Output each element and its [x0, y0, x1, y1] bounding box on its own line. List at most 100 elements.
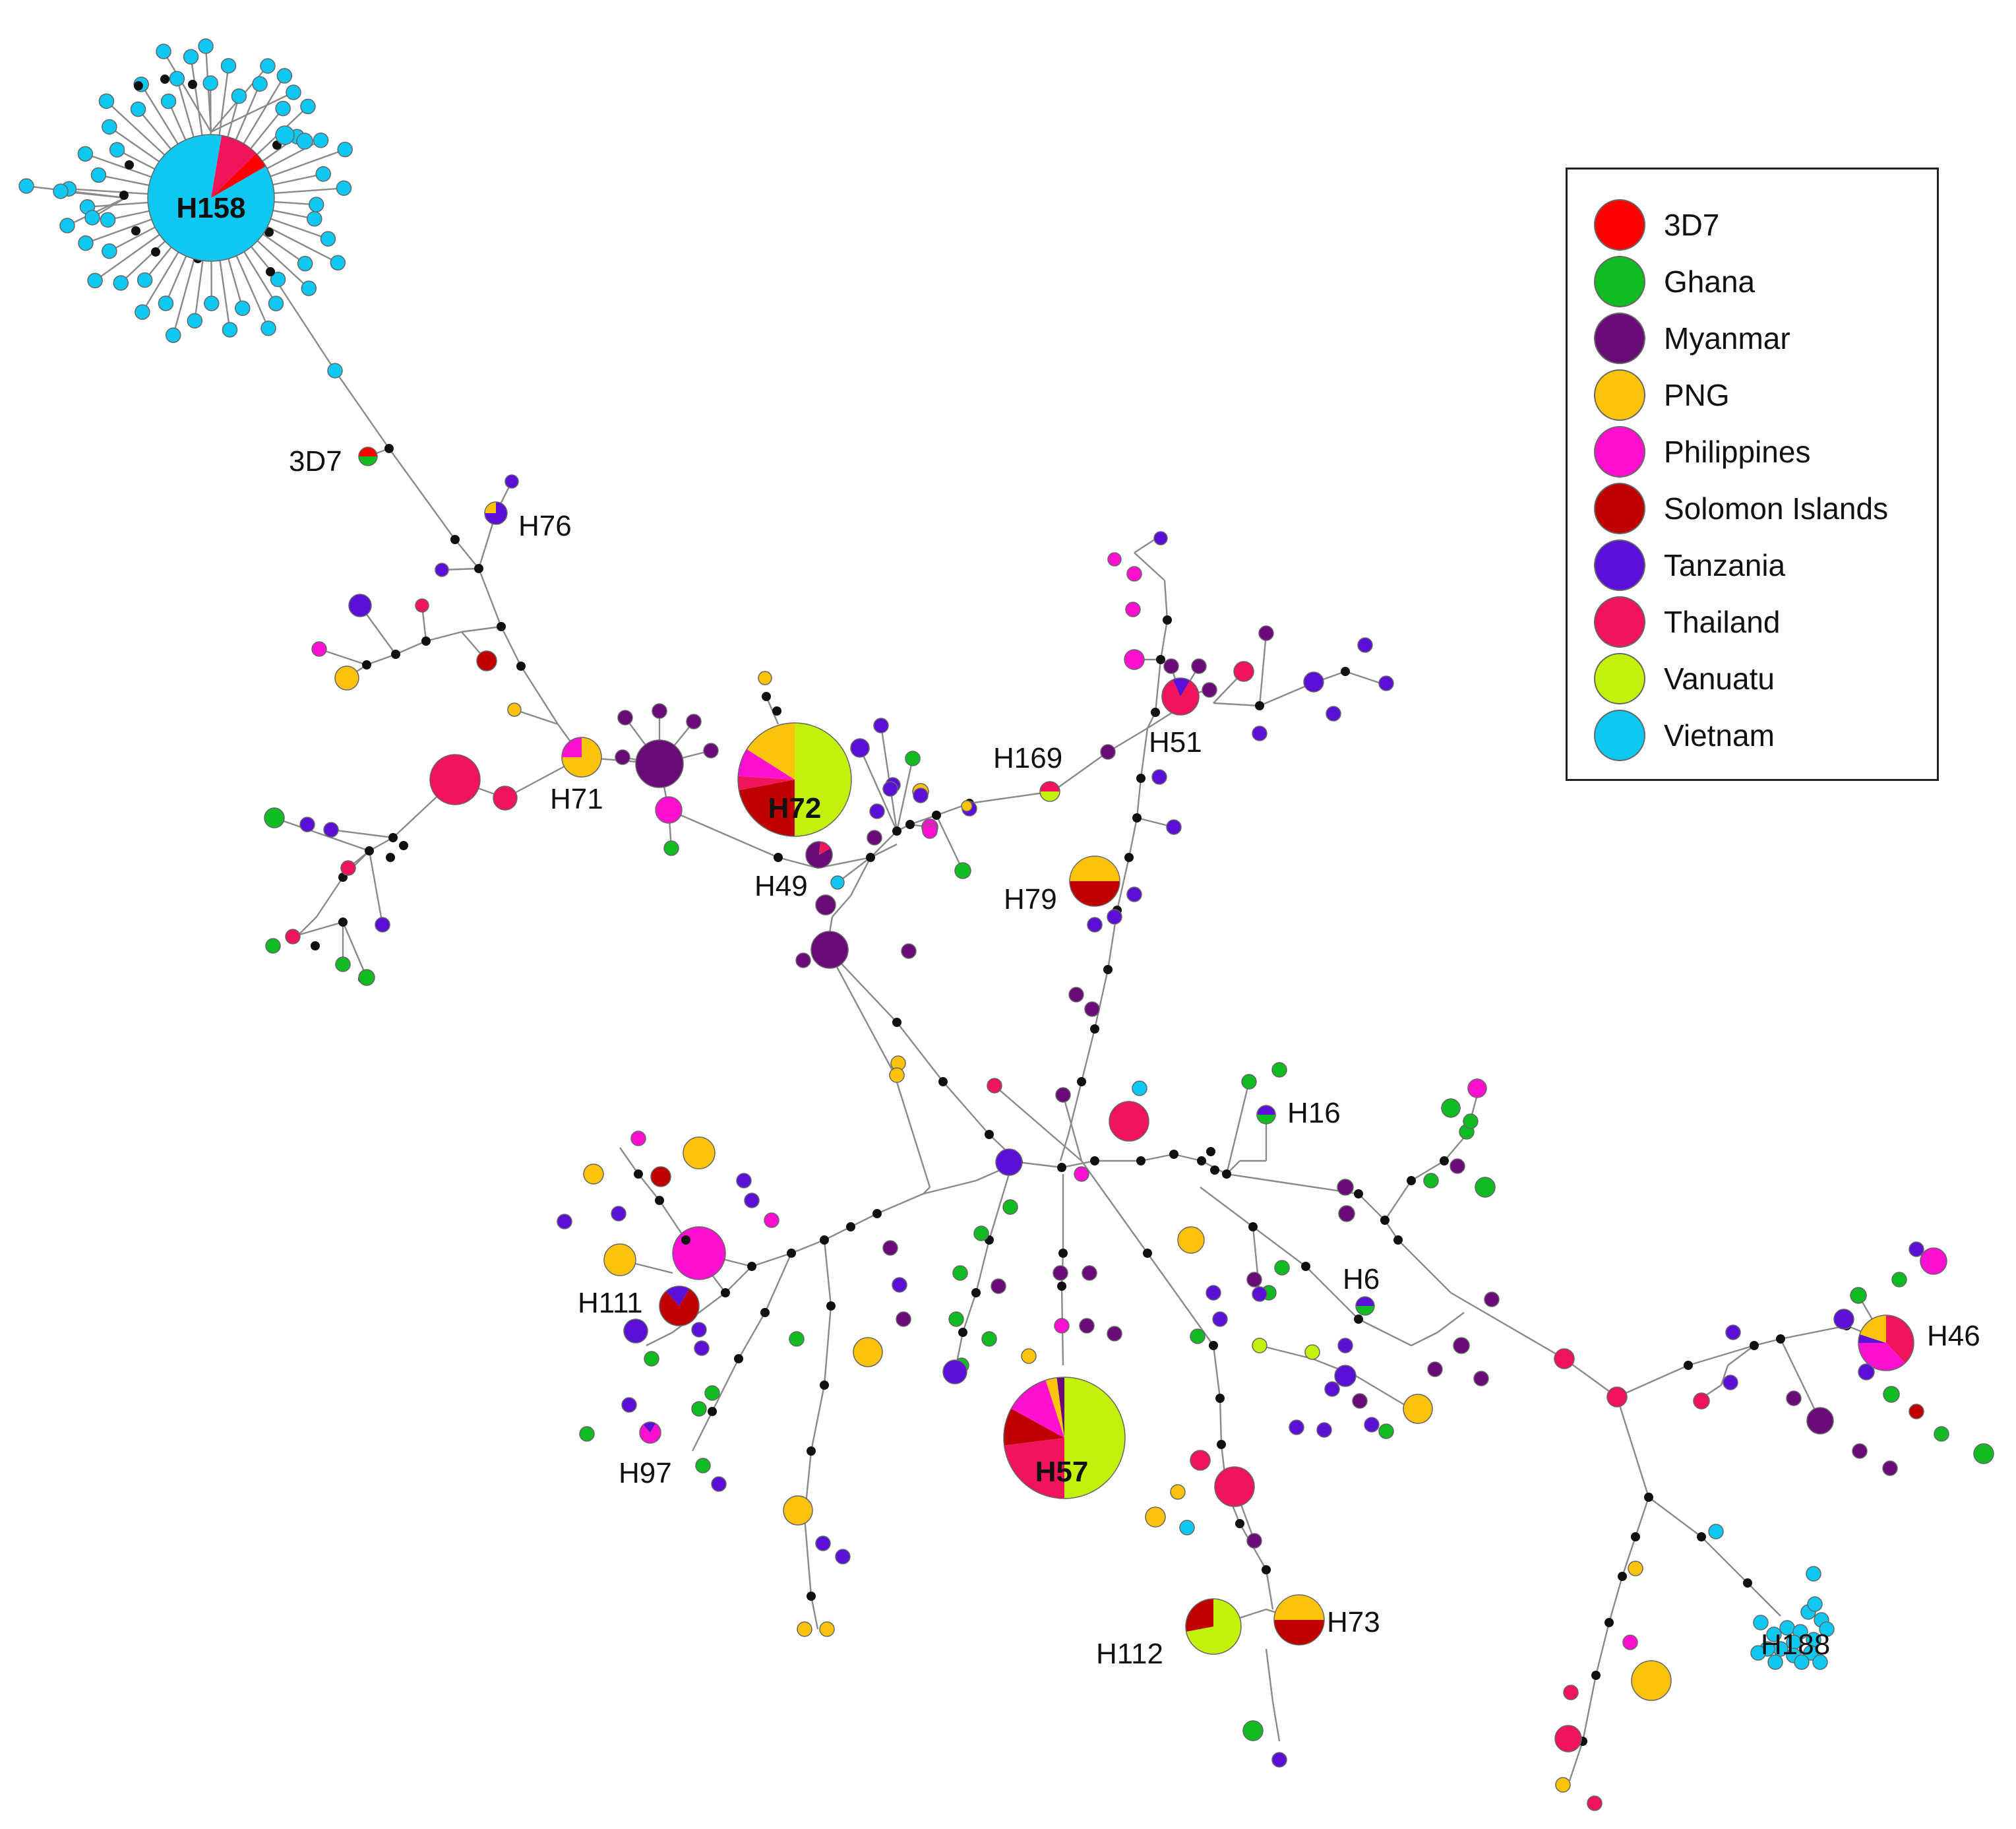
label-h111: H111 [578, 1287, 643, 1319]
median-vector-node [1341, 667, 1350, 676]
haplotype-node [1125, 602, 1141, 617]
median-vector-node [820, 1380, 829, 1390]
pie-h79 [1069, 855, 1120, 907]
legend-label: Thailand [1664, 605, 1781, 639]
haplotype-node [621, 1397, 637, 1413]
legend-label: Vanuatu [1664, 662, 1775, 696]
legend-item-thailand: Thailand [1594, 596, 1780, 648]
label-h112: H112 [1096, 1638, 1163, 1670]
haplotype-node [264, 807, 285, 828]
median-vector-node [1143, 1249, 1152, 1258]
haplotype-node [1807, 1596, 1823, 1612]
median-vector-node [1301, 1262, 1310, 1271]
median-vector-node [1235, 1519, 1244, 1528]
median-vector-node [1136, 774, 1145, 783]
haplotype-node [1163, 658, 1179, 674]
haplotype-node [981, 1331, 997, 1347]
median-vector-node [1618, 1572, 1627, 1581]
haplotype-node [1352, 1393, 1368, 1409]
haplotype-node [1882, 1460, 1898, 1476]
pie-outline [1185, 1598, 1242, 1655]
haplotype-node [686, 714, 702, 729]
haplotype-node [1190, 1450, 1211, 1471]
median-vector-node [846, 1222, 855, 1231]
haplotype-node [231, 88, 247, 104]
median-vector-node [807, 1446, 816, 1456]
haplotype-node [308, 197, 324, 212]
haplotype-node [1475, 1177, 1496, 1198]
median-vector-node [1058, 1249, 1068, 1258]
haplotype-node [1423, 1173, 1439, 1189]
pie-slice [1257, 1115, 1275, 1124]
pie-h16 [1256, 1105, 1276, 1125]
median-vector-node [151, 247, 160, 257]
median-vector-node [760, 1308, 770, 1317]
median-vector-node [1210, 1165, 1219, 1175]
median-vector-node [866, 853, 875, 862]
haplotype-node [313, 132, 329, 148]
haplotype-node [695, 1458, 711, 1473]
pie-d37 [358, 447, 378, 466]
median-vector-node [264, 228, 274, 237]
median-vector-node [1354, 1189, 1363, 1198]
pie-outline [1273, 1594, 1325, 1646]
haplotype-node [222, 322, 238, 338]
haplotype-node [135, 304, 150, 320]
haplotype-node [260, 320, 276, 336]
haplotype-node [901, 943, 917, 959]
haplotype-node [758, 671, 772, 685]
pie-slice [1186, 1599, 1213, 1632]
median-vector-node [188, 80, 197, 89]
median-vector-node [932, 811, 941, 820]
pie-slice [211, 135, 257, 198]
median-vector-node [362, 660, 371, 669]
haplotype-node [1812, 1654, 1828, 1670]
median-vector-node [985, 1130, 994, 1139]
pie-slice [640, 1423, 661, 1443]
pie-outline [639, 1421, 661, 1444]
label-h79: H79 [1004, 883, 1057, 915]
haplotype-node [165, 327, 181, 344]
haplotype-node [623, 1318, 648, 1344]
haplotype-node [1563, 1685, 1579, 1700]
haplotype-node [204, 295, 220, 311]
haplotype-node [1324, 1381, 1340, 1397]
median-vector-node [747, 1262, 756, 1271]
haplotype-node [611, 1206, 626, 1222]
haplotype-node [557, 1214, 572, 1229]
median-vector-node [1217, 1440, 1226, 1449]
haplotype-node [1242, 1720, 1264, 1741]
haplotype-node [867, 830, 882, 846]
pie-slice [659, 1289, 700, 1326]
haplotype-node [736, 1173, 752, 1189]
pie-h57 [1003, 1377, 1126, 1499]
pie-slice [1356, 1306, 1374, 1315]
haplotype-node [1190, 1328, 1206, 1344]
legend: 3D7 Ghana Myanmar PNG Philippines Solomon Isl… [1566, 168, 1939, 781]
pie-h73 [1273, 1594, 1325, 1646]
haplotype-node [1337, 1179, 1354, 1196]
haplotype-node [815, 1535, 831, 1551]
haplotype-node [1463, 1113, 1479, 1129]
haplotype-node [913, 788, 929, 803]
haplotype-node [375, 917, 390, 933]
haplotype-node [429, 754, 481, 805]
legend-label: Ghana [1664, 264, 1756, 299]
legend-swatch [1594, 596, 1645, 648]
haplotype-node [275, 100, 291, 117]
haplotype-node [87, 272, 103, 289]
pie-outline [659, 1286, 700, 1326]
haplotype-node [435, 563, 449, 577]
pie-slice [1186, 1599, 1242, 1654]
haplotype-node [1304, 1344, 1320, 1360]
haplotype-node [987, 1078, 1002, 1094]
haplotype-node [340, 860, 356, 876]
median-vector-node [820, 1235, 829, 1245]
haplotype-node [301, 280, 317, 296]
haplotype-node [1631, 1660, 1672, 1701]
haplotype-node [635, 739, 684, 788]
pie-slice [211, 153, 266, 198]
label-h188: H188 [1761, 1628, 1830, 1661]
median-vector-node [1743, 1578, 1752, 1588]
haplotype-node [1909, 1404, 1924, 1419]
